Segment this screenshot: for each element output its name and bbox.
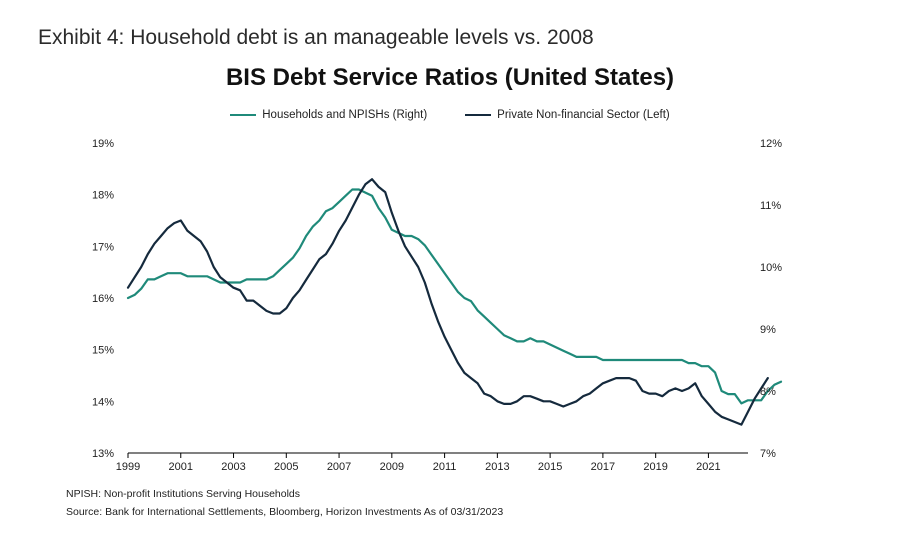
x-tick-label: 2003	[221, 461, 245, 473]
legend-label-households: Households and NPISHs (Right)	[262, 109, 428, 121]
y-left-tick-label: 17%	[92, 241, 114, 253]
footnote-source: Source: Bank for International Settlemen…	[66, 506, 504, 518]
y-right-tick-label: 8%	[760, 386, 776, 398]
series-line-private	[126, 178, 769, 426]
x-tick-label: 2017	[591, 461, 615, 473]
chart-legend: Households and NPISHs (Right) Private No…	[0, 109, 900, 121]
chart-title: BIS Debt Service Ratios (United States)	[225, 64, 675, 91]
x-tick-label: 2021	[696, 461, 720, 473]
x-tick-label: 2015	[538, 461, 562, 473]
legend-item-households: Households and NPISHs (Right)	[230, 109, 427, 121]
legend-swatch-households	[230, 114, 257, 116]
y-left-tick-label: 15%	[92, 345, 114, 357]
x-tick-label: 2005	[274, 461, 298, 473]
x-tick-label: 2013	[485, 461, 509, 473]
y-right-tick-label: 9%	[760, 324, 776, 336]
series-line-households	[126, 188, 783, 405]
x-tick-label: 2019	[643, 461, 667, 473]
legend-item-private: Private Non-financial Sector (Left)	[465, 109, 670, 121]
x-tick-label: 1999	[116, 461, 140, 473]
tick-labels-layer: 1999 2001 2003 2005 2007 2009 2011 2013 2015 2017…	[92, 138, 782, 473]
y-left-tick-label: 13%	[92, 448, 114, 460]
series-layer	[126, 178, 783, 426]
y-left-tick-label: 14%	[92, 396, 114, 408]
x-tick-label: 2009	[380, 461, 404, 473]
y-left-tick-label: 19%	[92, 138, 114, 150]
y-left-tick-label: 16%	[92, 293, 114, 305]
legend-swatch-private	[465, 114, 492, 116]
footnote-npish: NPISH: Non-profit Institutions Serving H…	[66, 488, 301, 500]
y-right-tick-label: 12%	[760, 138, 782, 150]
exhibit-caption: Exhibit 4: Household debt is an manageab…	[38, 26, 594, 49]
y-right-tick-label: 11%	[760, 200, 781, 212]
x-tick-label: 2011	[433, 461, 457, 473]
legend-label-private: Private Non-financial Sector (Left)	[497, 109, 670, 121]
axes-layer	[127, 452, 748, 458]
y-left-tick-label: 18%	[92, 190, 114, 202]
x-tick-label: 2007	[327, 461, 351, 473]
x-tick-label: 2001	[169, 461, 193, 473]
y-right-tick-label: 10%	[760, 262, 782, 274]
y-right-tick-label: 7%	[760, 448, 776, 460]
